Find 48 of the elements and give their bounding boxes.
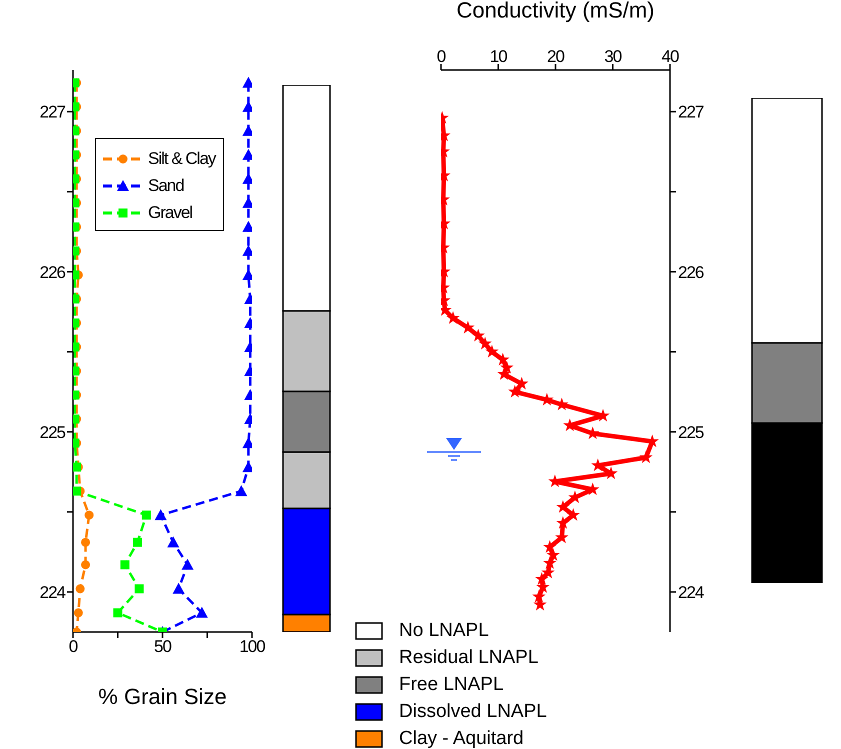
legend-label: Silt & Clay: [148, 148, 216, 168]
point: [81, 560, 90, 570]
x-tick-label: 30: [604, 47, 622, 66]
point: [84, 510, 94, 520]
point: [478, 336, 492, 350]
y-tick-label: 226: [40, 262, 66, 282]
point: [461, 320, 475, 334]
x-tick-label: 0: [436, 47, 446, 66]
x-tick-label: 20: [547, 47, 564, 66]
x-axis-title: % Grain Size: [98, 684, 227, 709]
x-tick-label: 40: [662, 47, 679, 66]
point: [639, 450, 653, 464]
point: [76, 584, 85, 594]
point: [556, 500, 570, 513]
point: [508, 384, 522, 398]
y-tick-label: 224: [678, 583, 704, 602]
y-tick-label: 225: [40, 422, 66, 442]
y-tick-label: 225: [678, 422, 704, 442]
point: [566, 508, 580, 521]
point: [556, 516, 570, 529]
y-tick-label: 227: [678, 102, 704, 122]
y-tick-label: 227: [40, 102, 66, 122]
point: [543, 556, 556, 569]
legend-label: Clay - Aquitard: [399, 728, 524, 749]
legend-label: Gravel: [148, 202, 192, 222]
point: [496, 352, 510, 366]
legend-label: No LNAPL: [399, 620, 489, 642]
point: [446, 311, 460, 324]
point: [543, 540, 556, 553]
point: [485, 344, 499, 358]
point: [472, 328, 485, 342]
x-tick-label: 50: [154, 637, 172, 656]
point: [497, 367, 511, 380]
legend-label: Free LNAPL: [399, 674, 504, 696]
point: [532, 590, 546, 602]
x-axis-title: Conductivity (mS/m): [456, 0, 655, 23]
x-tick-label: 0: [68, 637, 78, 656]
point: [81, 538, 90, 547]
point: [546, 548, 560, 561]
legend-label: Sand: [148, 176, 184, 196]
y-tick-label: 226: [678, 262, 704, 282]
y-tick-label: 224: [40, 583, 66, 602]
legend-label: Residual LNAPL: [399, 646, 538, 668]
point: [74, 608, 83, 618]
legend-label: Dissolved LNAPL: [399, 700, 547, 722]
x-tick-label: 10: [490, 47, 508, 66]
x-tick-label: 100: [239, 637, 266, 656]
point: [535, 572, 548, 585]
